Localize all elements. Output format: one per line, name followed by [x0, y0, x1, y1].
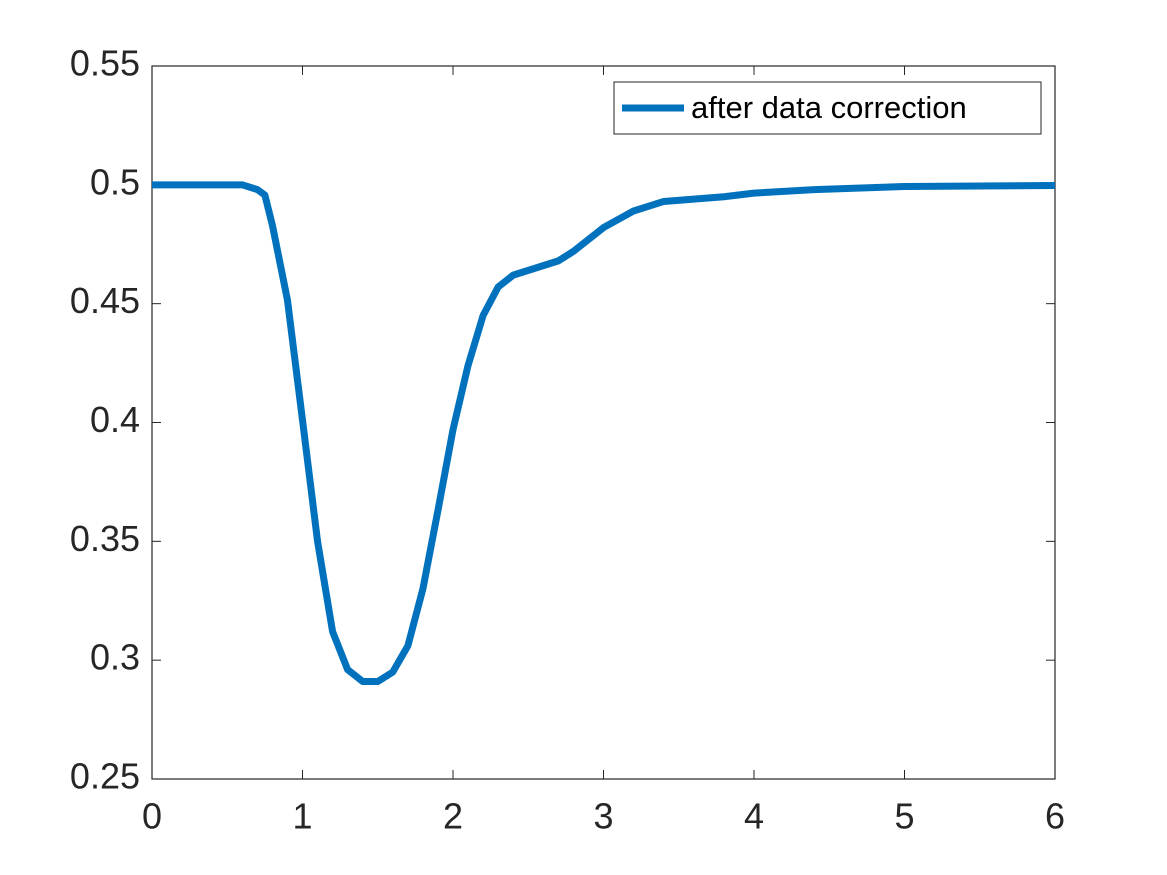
x-tick-label: 3	[593, 796, 613, 837]
legend-box	[613, 81, 1042, 135]
y-tick-label: 0.3	[90, 637, 140, 678]
line	[152, 181, 1056, 686]
x-tick-label: 6	[1045, 796, 1065, 837]
y-tick-label: 0.25	[70, 756, 140, 797]
axes-box	[151, 65, 1056, 780]
x-tick-label: 5	[894, 796, 914, 837]
y-tick-label: 0.35	[70, 518, 140, 559]
x-tick-label: 4	[744, 796, 764, 837]
y-tick-label: 0.4	[90, 399, 140, 440]
y-tick-label: 0.55	[70, 43, 140, 84]
x-tick-label: 2	[443, 796, 463, 837]
y-tick-label: 0.45	[70, 280, 140, 321]
x-tick-label: 0	[142, 796, 162, 837]
y-tick-label: 0.5	[90, 161, 140, 202]
legend-label: after data correction	[691, 90, 967, 125]
x-tick-label: 1	[292, 796, 312, 837]
